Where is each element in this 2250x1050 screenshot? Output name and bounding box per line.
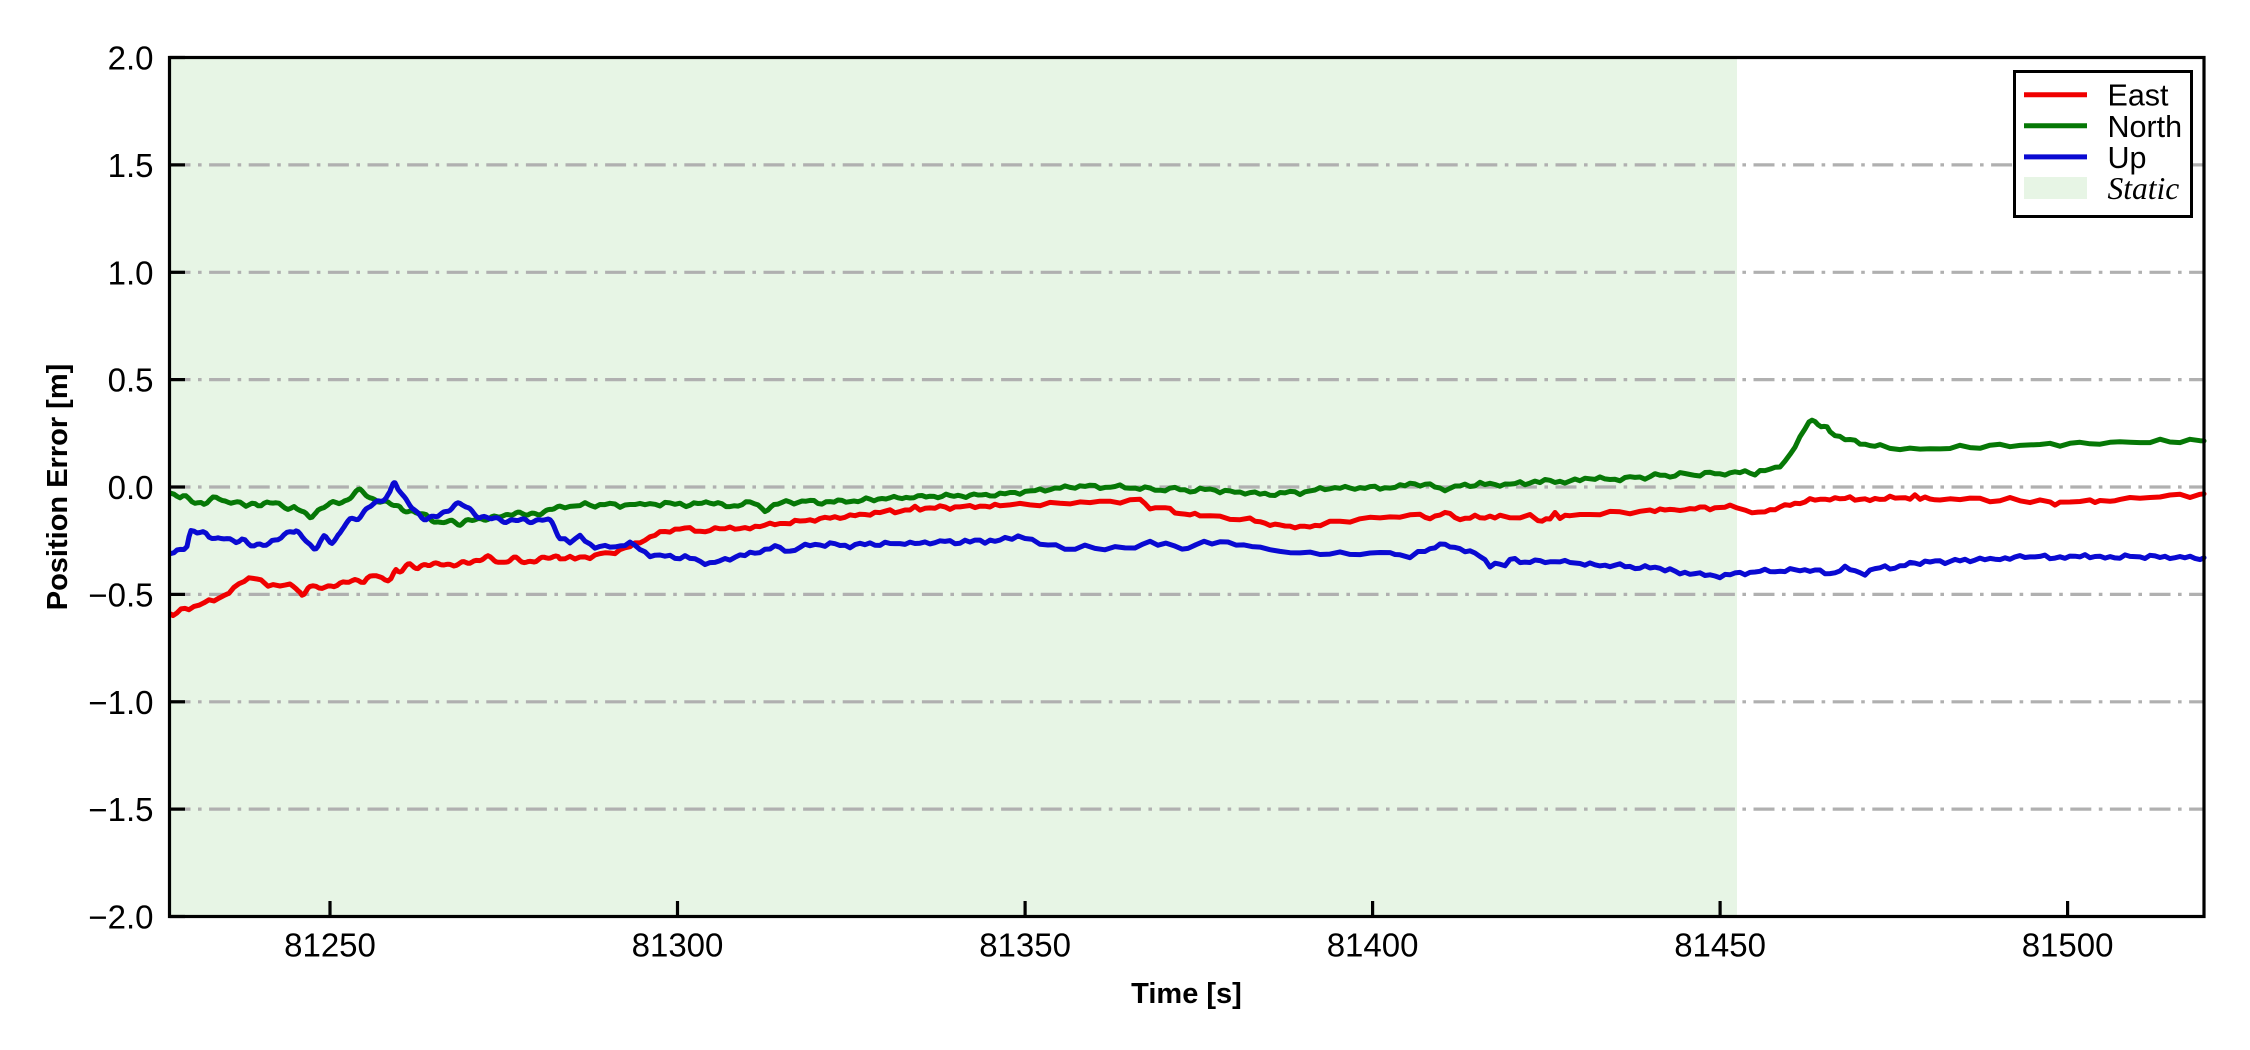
svg-text:−1.0: −1.0: [88, 684, 153, 721]
svg-text:81250: 81250: [284, 927, 376, 964]
svg-text:1.0: 1.0: [108, 254, 154, 291]
svg-text:Position Error [m]: Position Error [m]: [42, 364, 74, 611]
svg-text:0.5: 0.5: [108, 362, 154, 399]
svg-text:81300: 81300: [632, 927, 724, 964]
svg-text:2.0: 2.0: [108, 40, 154, 77]
svg-text:Up: Up: [2108, 141, 2147, 175]
svg-text:81500: 81500: [2022, 927, 2114, 964]
svg-text:East: East: [2108, 79, 2170, 113]
svg-text:81400: 81400: [1327, 927, 1419, 964]
svg-text:1.5: 1.5: [108, 147, 154, 184]
svg-text:−0.5: −0.5: [88, 577, 153, 614]
svg-text:81450: 81450: [1674, 927, 1766, 964]
svg-text:Static: Static: [2108, 171, 2180, 206]
svg-text:Time [s]: Time [s]: [1131, 978, 1242, 1010]
svg-text:81350: 81350: [979, 927, 1071, 964]
svg-text:0.0: 0.0: [108, 469, 154, 506]
svg-text:North: North: [2108, 110, 2183, 144]
svg-text:−1.5: −1.5: [88, 791, 153, 828]
svg-text:−2.0: −2.0: [88, 899, 153, 936]
